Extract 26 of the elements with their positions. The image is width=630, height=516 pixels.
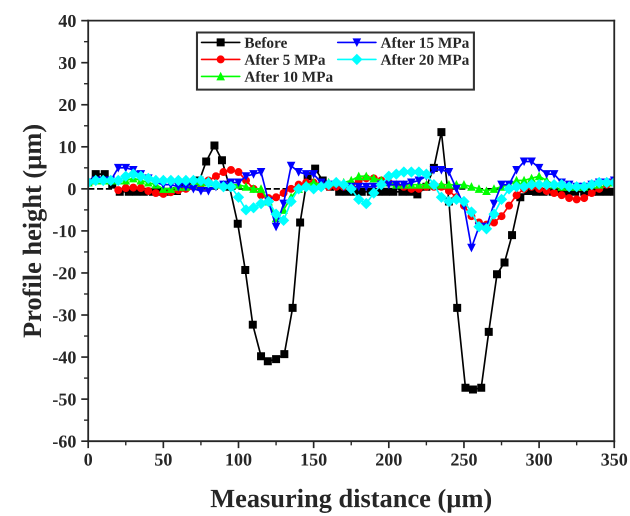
legend-label: After 5 MPa [244, 54, 326, 65]
x-tick-label: 150 [302, 454, 327, 466]
y-tick-label: -50 [52, 393, 76, 406]
x-tick-label: 350 [601, 454, 628, 466]
x-tick-label: 300 [526, 454, 552, 466]
x-tick-label: 200 [376, 454, 402, 466]
y-tick-label: -10 [52, 225, 76, 238]
x-axis-title: Measuring distance (µm) [210, 488, 492, 513]
y-tick-label: -40 [52, 351, 76, 364]
y-tick-label: 30 [59, 56, 76, 70]
y-tick-label: -60 [52, 435, 76, 448]
x-tick-label: 250 [451, 454, 477, 466]
x-tick-label: 50 [155, 454, 172, 466]
legend-label: After 20 MPa [380, 54, 470, 65]
legend-label: After 10 MPa [244, 71, 333, 82]
x-tick-label: 0 [84, 454, 92, 466]
x-tick-label: 100 [226, 454, 252, 466]
legend-label: After 15 MPa [380, 37, 470, 48]
y-tick-label: 20 [59, 99, 76, 112]
y-tick-label: 10 [60, 141, 76, 154]
y-tick-label: -30 [52, 309, 76, 322]
legend-label: Before [244, 37, 287, 48]
y-tick-label: 0 [68, 183, 76, 196]
y-axis-title: Profile height (µm) [22, 125, 47, 338]
y-tick-label: -20 [52, 267, 76, 280]
y-tick-label: 40 [58, 14, 76, 28]
